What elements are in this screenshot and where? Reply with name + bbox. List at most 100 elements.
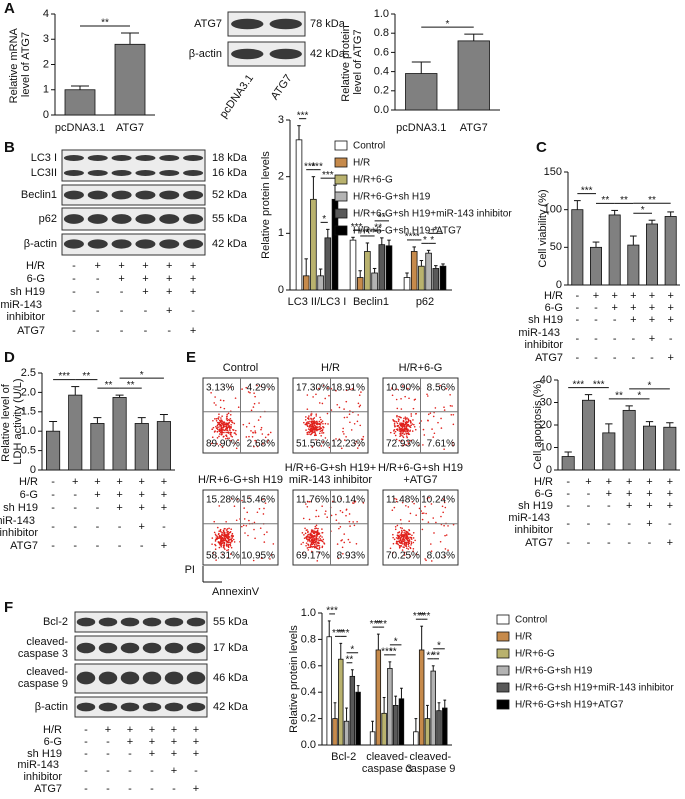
flow-dot [413, 425, 416, 428]
flow-dot [217, 423, 219, 426]
flow-dot [315, 509, 318, 512]
flow-dot [226, 549, 228, 552]
blot-band [164, 702, 184, 712]
flow-dot [269, 431, 272, 434]
treatment-sign: - [51, 521, 55, 533]
y-tick-label: 1 [278, 227, 284, 239]
bar [418, 265, 425, 291]
flow-dot [310, 536, 313, 539]
flow-dot [349, 421, 351, 424]
flow-dot [315, 543, 317, 545]
bar [310, 198, 317, 291]
flow-dot [415, 514, 417, 517]
flow-dot [222, 537, 224, 539]
legend-label: H/R+6-G+sh H19 [515, 666, 593, 677]
treatment-sign: + [630, 314, 636, 326]
flow-dot [401, 422, 404, 425]
flow-dot [435, 521, 437, 524]
treatment-sign: + [127, 736, 133, 748]
bar [439, 265, 447, 291]
flow-dot [356, 420, 359, 423]
flow-dot [309, 430, 312, 433]
flow-dot [391, 509, 394, 511]
blot-band [164, 671, 184, 685]
flow-dot [230, 431, 233, 434]
flow-dot [449, 393, 451, 396]
flow-dot [324, 510, 327, 512]
flow-dot [408, 536, 410, 539]
y-tick-label: 0 [30, 464, 36, 476]
y-tick-label: 0.2 [374, 85, 389, 97]
y-tick-label: 0 [546, 464, 552, 476]
treatment-sign: + [649, 314, 655, 326]
flow-dot [403, 425, 406, 428]
blot-band [231, 18, 264, 30]
flow-dot [221, 431, 224, 434]
flow-dot [433, 532, 435, 534]
legend-swatch [334, 140, 348, 151]
flow-dot [223, 435, 225, 438]
bar [392, 705, 399, 746]
flow-dot [311, 546, 314, 548]
flow-dot [223, 425, 226, 428]
blot-band [135, 239, 156, 249]
flow-dot [407, 419, 410, 422]
flow-dot [320, 421, 323, 424]
treatment-sign: + [626, 500, 632, 512]
flow-dot [318, 539, 320, 542]
flow-dot [408, 520, 410, 523]
treatment-sign: + [171, 765, 177, 777]
flow-dot [319, 425, 321, 428]
flow-dot [223, 407, 226, 410]
flow-dot [439, 384, 441, 387]
flow-dot [302, 541, 304, 544]
panel-letter: F [4, 599, 13, 616]
blot-band [111, 239, 132, 249]
flow-dot [405, 541, 408, 544]
flow-dot [256, 511, 259, 514]
bar [64, 89, 96, 116]
flow-dot [396, 428, 399, 430]
flow-dot [452, 413, 455, 416]
legend-swatch [496, 614, 510, 625]
treatment-sign: + [190, 325, 196, 337]
treatment-label: ATG7 [535, 352, 563, 364]
bar [643, 425, 657, 471]
flow-dot [314, 525, 317, 528]
treatment-sign: - [613, 352, 617, 364]
panel-letter: C [536, 139, 547, 156]
significance-label: * [416, 232, 420, 243]
flow-dot [405, 419, 407, 421]
flow-dot [230, 427, 232, 429]
blot-size: 55 kDa [213, 616, 249, 628]
flow-dot [406, 421, 409, 424]
y-axis-label: Cell viability (%) [537, 189, 549, 267]
flow-dot [398, 531, 401, 533]
flow-dot [414, 428, 417, 431]
flow-dot [312, 431, 315, 434]
flow-dot [307, 418, 310, 420]
flow-dot [407, 440, 409, 443]
flow-dot [247, 534, 249, 537]
flow-dot [215, 534, 217, 537]
treatment-label: ATG7 [10, 540, 38, 552]
treatment-label: miR-143 inhibitor [0, 299, 45, 323]
flow-dot [233, 505, 236, 507]
significance-label: ** [615, 391, 623, 402]
flow-dot [320, 429, 323, 432]
treatment-sign: + [142, 286, 148, 298]
flow-dot [415, 412, 417, 415]
flow-dot [310, 421, 313, 423]
treatment-sign: - [575, 352, 579, 364]
flow-dot [272, 543, 275, 545]
flow-dot [229, 429, 231, 432]
flow-dot [267, 433, 269, 436]
treatment-sign: - [118, 521, 122, 533]
flow-dot [335, 513, 337, 516]
flow-dot [312, 425, 315, 428]
flow-dot [222, 422, 224, 424]
flow-dot [407, 430, 409, 432]
treatment-sign: + [127, 724, 133, 736]
treatment-sign: + [139, 489, 145, 501]
treatment-label: sh H19 [3, 502, 38, 514]
